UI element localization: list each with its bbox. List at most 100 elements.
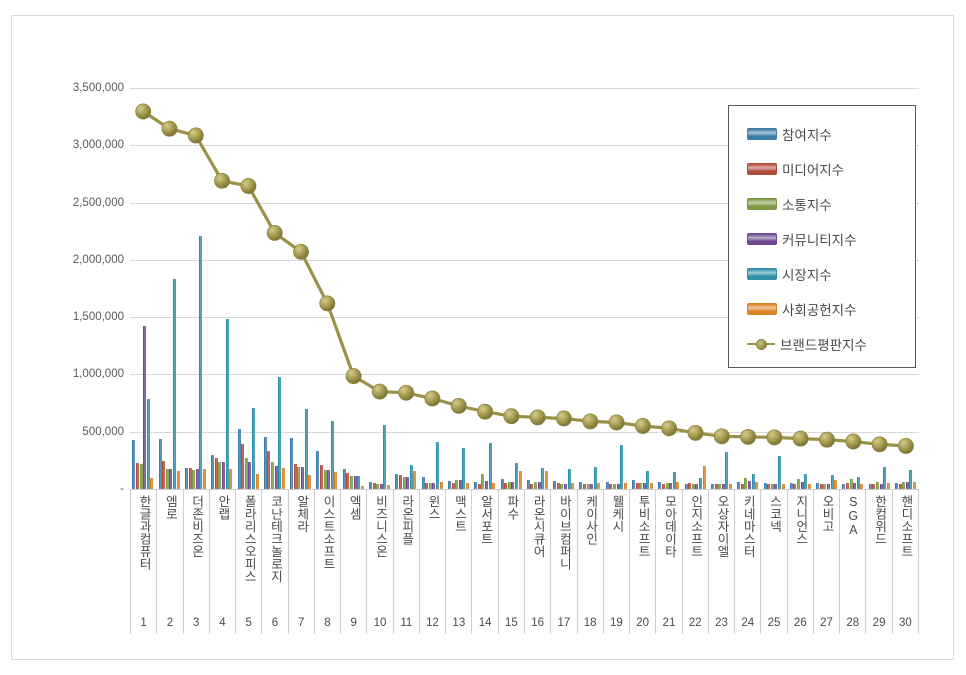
category-label: 웰케시 [609,495,624,533]
bar-6 [150,477,154,489]
bar-4 [669,483,673,489]
category-cell: 인지소프트 22 [683,490,709,634]
category-label: 폴라리스오피스 [242,495,257,583]
bar-group [156,88,182,489]
category-cell: 이스트소프트 8 [315,490,342,634]
bar-2 [267,451,271,489]
chart-frame: - 500,000 1,000,000 1,500,000 2,000,000 2,500… [11,15,954,660]
legend-item[interactable]: 사회공헌지수 [747,291,915,326]
bar-1 [316,451,320,489]
bar-4 [537,481,541,489]
category-rank: 4 [219,617,226,629]
bar-6 [807,483,811,489]
bar-3 [428,482,432,489]
category-cell: 코난테크놀로지 6 [262,490,289,634]
category-rank: 18 [583,617,597,629]
bar-5 [383,424,387,489]
category-label: 비즈니스온 [373,495,388,558]
bar-4 [826,483,830,489]
bar-group [551,88,577,489]
bar-6 [281,468,285,489]
bar-3 [455,480,459,489]
bar-5 [462,448,466,489]
y-tick-label: 3,000,000 [72,139,124,152]
bar-2 [609,484,613,489]
legend-swatch-icon [747,162,777,175]
category-cell: 비즈니스온 10 [367,490,394,634]
category-rank: 16 [531,617,545,629]
category-rank: 19 [610,617,623,629]
bar-6 [518,470,522,489]
legend-swatch-icon [747,127,777,140]
bar-4 [590,483,594,489]
legend-item[interactable]: 미디어지수 [747,151,915,186]
category-label: 오비고 [820,495,835,533]
bar-group [472,88,498,489]
category-label: 안랩 [215,495,230,520]
bar-6 [650,482,654,489]
bar-1 [658,481,662,489]
bar-1 [237,429,241,489]
category-cell: 엠로 2 [157,490,184,634]
bar-group [446,88,472,489]
bar-3 [297,467,301,489]
bar-group [525,88,551,489]
category-cell: 안랩 4 [210,490,237,634]
bar-4 [642,482,646,489]
bar-3 [560,483,564,489]
legend-item[interactable]: 소통지수 [747,186,915,221]
bar-2 [398,474,402,489]
y-tick-label: 2,000,000 [72,253,124,266]
bar-1 [421,476,425,489]
bar-2 [188,468,192,489]
bar-group [340,88,366,489]
bar-4 [563,483,567,489]
category-label: 지니언스 [793,495,808,545]
bar-1 [474,482,478,489]
category-label: 케이사인 [583,495,598,545]
bar-4 [327,469,331,489]
bar-1 [710,483,714,489]
bar-1 [579,482,583,489]
bar-3 [639,482,643,489]
bar-3 [691,484,695,489]
category-cell: 오비고 27 [814,490,841,634]
bar-group [393,88,419,489]
category-label: 라온시큐어 [531,495,546,558]
bar-4 [379,483,383,489]
legend-item[interactable]: 시장지수 [747,256,915,291]
bar-6 [781,483,785,489]
category-label: 핸디소프트 [898,495,913,558]
legend-label: 시장지수 [782,267,832,283]
bar-group [682,88,708,489]
category-cell: 한글과컴퓨터 1 [130,490,158,634]
category-label: 알체라 [294,495,309,533]
bar-4 [721,483,725,489]
category-label: 엑셈 [347,495,362,520]
bar-1 [158,439,162,489]
bar-6 [702,466,706,489]
bar-6 [387,485,391,489]
bar-5 [199,235,203,489]
bar-group [761,88,787,489]
legend-swatch-icon [747,267,777,280]
category-rank: 25 [767,617,781,629]
legend-item[interactable]: 커뮤니티지수 [747,221,915,256]
category-rank: 22 [688,617,702,629]
bar-4 [300,467,304,489]
bar-4 [800,482,804,489]
gridline [130,88,919,89]
legend-item[interactable]: 참여지수 [747,116,915,151]
category-cell: 오상자이엘 23 [709,490,736,634]
bar-4 [406,476,410,489]
legend-item[interactable]: 브랜드평판지수 [747,326,915,361]
category-label: 맥스트 [452,495,467,533]
category-cell: 알체라 7 [289,490,315,634]
bar-1 [816,482,820,489]
bar-3 [376,483,380,489]
y-tick-label: 2,500,000 [72,196,124,209]
y-tick-label: - [120,483,124,495]
bar-2 [688,482,692,489]
bar-1 [184,467,188,489]
